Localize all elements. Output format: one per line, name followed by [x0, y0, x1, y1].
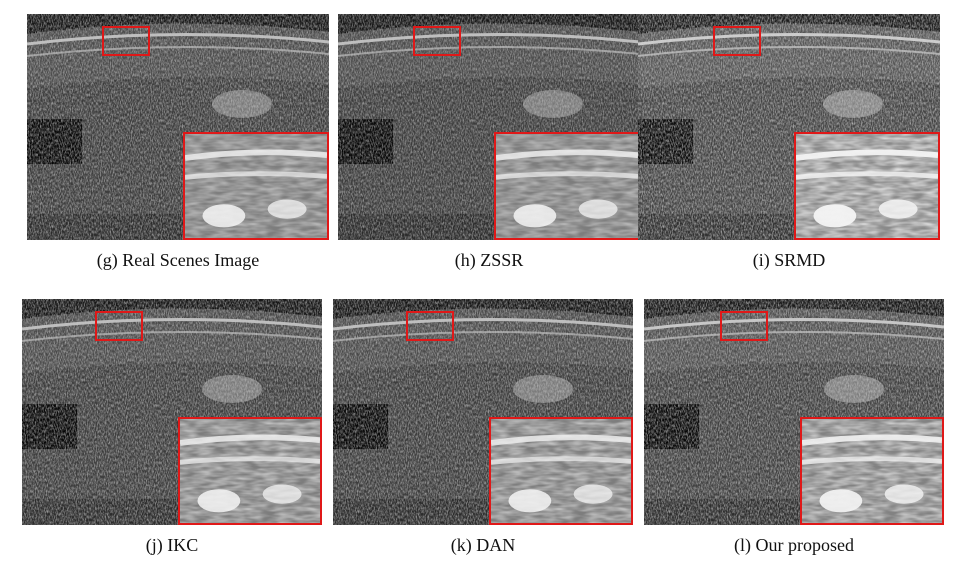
ultrasound-image	[333, 299, 633, 525]
ultrasound-image	[638, 14, 940, 240]
zoom-inset	[494, 132, 640, 240]
panel-caption: (l) Our proposed	[734, 535, 854, 555]
roi-box	[406, 311, 454, 341]
ultrasound-image	[644, 299, 944, 525]
roi-box	[713, 26, 761, 56]
panel-caption: (g) Real Scenes Image	[96, 250, 260, 270]
panel-caption: (h) ZSSR	[454, 250, 524, 270]
zoom-inset	[178, 417, 322, 525]
panel-caption: (i) SRMD	[752, 250, 826, 270]
ultrasound-image	[27, 14, 329, 240]
panel-caption: (j) IKC	[145, 535, 199, 555]
roi-box	[102, 26, 150, 56]
panel-caption: (k) DAN	[450, 535, 516, 555]
roi-box	[720, 311, 768, 341]
zoom-inset	[800, 417, 944, 525]
zoom-inset	[794, 132, 940, 240]
panel-l: (l) Our proposed	[644, 299, 944, 561]
panel-g: (g) Real Scenes Image	[27, 14, 329, 284]
panel-h: (h) ZSSR	[338, 14, 640, 284]
ultrasound-image	[338, 14, 640, 240]
roi-box	[95, 311, 143, 341]
zoom-inset	[489, 417, 633, 525]
zoom-inset	[183, 132, 329, 240]
ultrasound-image	[22, 299, 322, 525]
panel-k: (k) DAN	[333, 299, 633, 561]
panel-j: (j) IKC	[22, 299, 322, 561]
roi-box	[413, 26, 461, 56]
panel-i: (i) SRMD	[638, 14, 940, 284]
